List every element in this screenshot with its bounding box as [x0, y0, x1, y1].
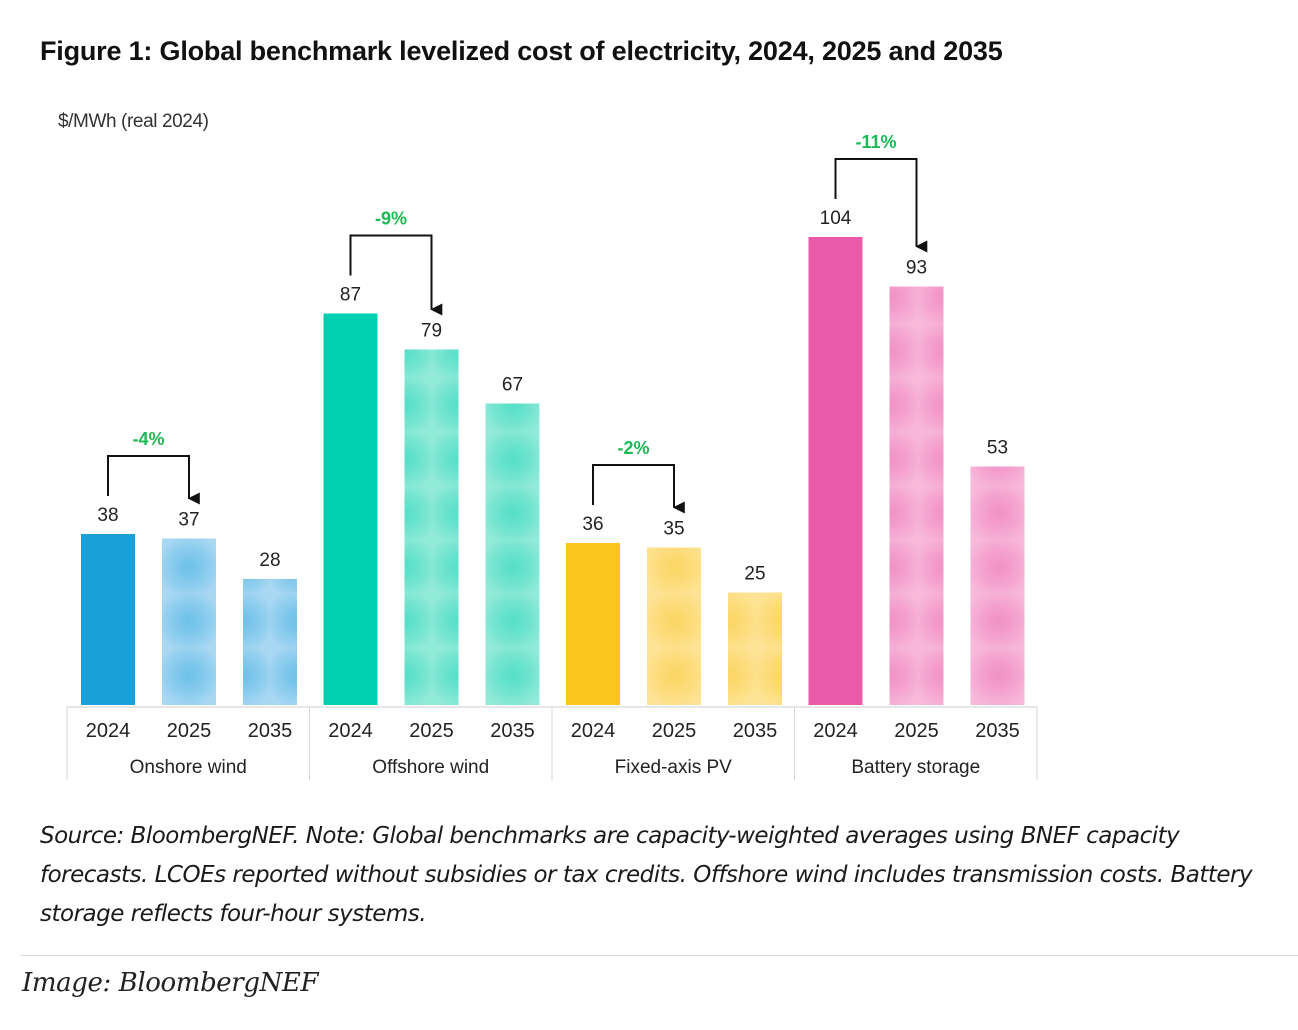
bar-battery-storage-2025 — [889, 286, 944, 705]
data-label: 93 — [906, 258, 927, 279]
chart-title: Figure 1: Global benchmark levelized cos… — [40, 36, 1003, 66]
y-axis-unit-label: $/MWh (real 2024) — [58, 111, 209, 132]
x-tick-label: 2024 — [571, 720, 616, 742]
category-label: Onshore wind — [130, 757, 247, 778]
bar-onshore-wind-2025 — [162, 538, 216, 705]
data-label: 67 — [502, 375, 523, 396]
x-tick-label: 2035 — [733, 720, 778, 742]
bar-fixed-axis-pv-2025 — [647, 547, 701, 705]
change-label: -2% — [617, 438, 649, 458]
x-tick-label: 2025 — [894, 720, 939, 742]
change-label: -9% — [375, 209, 407, 229]
bar-onshore-wind-2035 — [243, 579, 297, 705]
image-caption: Image: BloombergNEF — [22, 968, 319, 998]
data-label: 38 — [97, 505, 118, 526]
data-label: 104 — [820, 208, 852, 229]
x-tick-label: 2024 — [86, 720, 131, 742]
change-bracket-arrow — [834, 158, 928, 253]
bar-offshore-wind-2024 — [323, 313, 378, 705]
bar-fixed-axis-pv-2024 — [566, 543, 620, 705]
x-tick-label: 2025 — [167, 720, 212, 742]
x-tick-label: 2035 — [248, 720, 293, 742]
bar-battery-storage-2024 — [808, 237, 863, 705]
bar-offshore-wind-2035 — [485, 403, 540, 705]
data-label: 37 — [178, 510, 199, 531]
category-label: Offshore wind — [372, 757, 489, 778]
change-bracket-arrow — [592, 464, 685, 514]
bar-battery-storage-2035 — [970, 466, 1025, 705]
data-label: 79 — [421, 321, 442, 342]
x-tick-label: 2035 — [975, 720, 1020, 742]
data-label: 25 — [744, 564, 765, 585]
bar-offshore-wind-2025 — [404, 349, 459, 705]
bar-fixed-axis-pv-2035 — [728, 592, 782, 705]
change-bracket-arrow — [107, 455, 200, 505]
caption-divider — [20, 955, 1298, 956]
x-tick-label: 2025 — [652, 720, 697, 742]
change-bracket-arrow — [349, 234, 443, 316]
category-label: Fixed-axis PV — [615, 757, 733, 778]
bar-onshore-wind-2024 — [81, 534, 135, 705]
x-tick-label: 2035 — [490, 720, 535, 742]
category-label: Battery storage — [851, 757, 980, 778]
data-label: 53 — [987, 438, 1008, 459]
data-label: 87 — [340, 285, 361, 306]
change-label: -11% — [855, 132, 896, 152]
x-tick-label: 2024 — [813, 720, 858, 742]
x-tick-label: 2024 — [328, 720, 373, 742]
data-label: 28 — [259, 550, 280, 571]
x-tick-label: 2025 — [409, 720, 454, 742]
data-label: 35 — [663, 519, 684, 540]
change-label: -4% — [132, 429, 164, 449]
source-note: Source: BloombergNEF. Note: Global bench… — [40, 823, 1253, 927]
data-label: 36 — [582, 514, 603, 535]
